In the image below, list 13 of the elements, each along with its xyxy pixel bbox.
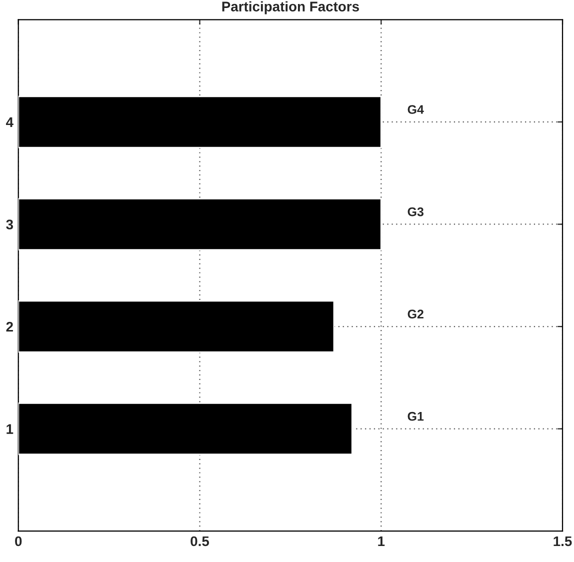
annotation: G2 xyxy=(408,310,424,318)
x-tick-label: 0.5 xyxy=(190,536,210,546)
x-tick-label: 0 xyxy=(15,536,22,546)
annotation: G4 xyxy=(408,105,424,114)
annotation: G3 xyxy=(408,207,424,216)
annotation: G1 xyxy=(408,412,424,421)
chart-title: Participation Factors xyxy=(222,1,359,14)
x-tick-label: 1.5 xyxy=(554,536,572,546)
y-tick-label: 4 xyxy=(6,117,14,127)
x-tick-label: 1 xyxy=(378,536,385,546)
y-tick-label: 3 xyxy=(6,220,14,230)
y-tick-label: 1 xyxy=(6,424,14,434)
y-tick-label: 2 xyxy=(6,322,13,332)
